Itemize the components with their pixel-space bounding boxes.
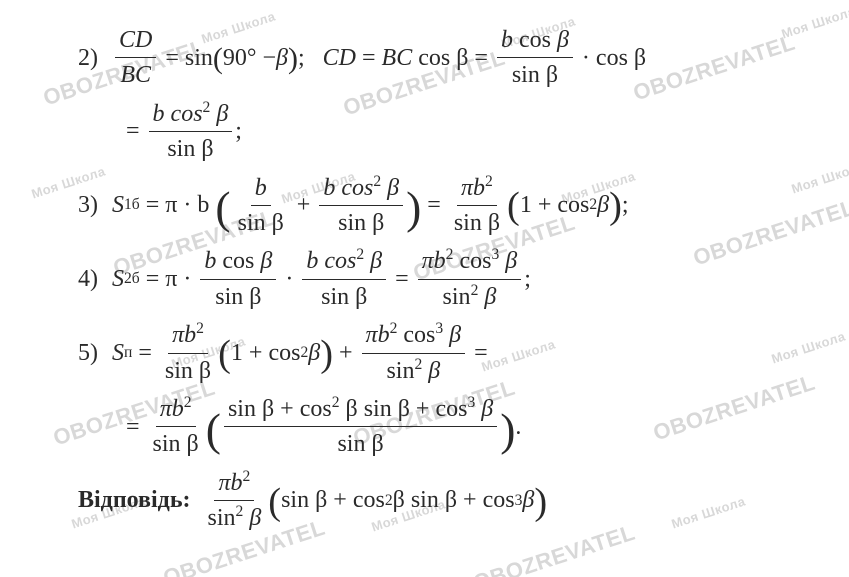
dot: · <box>582 42 590 74</box>
step-4: 4) S2б = π · b cos β sin β · b cos2 β si… <box>78 245 809 313</box>
eq: = <box>138 337 152 369</box>
step-number: 2) <box>78 42 112 74</box>
inner: 1 + cos <box>231 337 301 369</box>
frac-pib2-sinb: πb2 sin β <box>149 393 203 461</box>
frac-pib2cos3b-sin2b: πb2 cos3 β sin2 β <box>418 245 522 313</box>
angle: 90° − <box>223 42 276 74</box>
eq-pi: = π · <box>146 263 192 295</box>
frac-pib2cos3b-sin2b: πb2 cos3 β sin2 β <box>362 319 466 387</box>
period: . <box>515 411 521 443</box>
cos-beta: cos β <box>418 42 468 74</box>
plus: + <box>339 337 353 369</box>
var-s: S <box>112 337 124 369</box>
dot: · <box>285 263 293 295</box>
step-number: 3) <box>78 189 112 221</box>
eq-pi-b: = π · b <box>146 189 210 221</box>
semicolon: ; <box>622 189 629 221</box>
eq: = <box>395 263 409 295</box>
step-2: 2) CD BC = sin ( 90° − β ) ; CD = BC cos… <box>78 24 809 92</box>
plus: + <box>297 189 311 221</box>
frac-b-sinb: b sin β <box>234 172 288 240</box>
step-3: 3) S1б = π · b ( b sin β + b cos2 β sin … <box>78 172 809 240</box>
frac-bcos2b-sinb: b cos2 β sin β <box>302 245 386 313</box>
text: = sin <box>165 42 213 74</box>
frac-pib2-sinb: πb2 sin β <box>450 172 504 240</box>
eq: = <box>126 411 140 443</box>
inner: 1 + cos <box>520 189 590 221</box>
frac-bcosb-sinb: b cos β sin β <box>200 245 276 313</box>
step-5-cont: = πb2 sin β ( sin β + cos2 β sin β + cos… <box>78 393 809 461</box>
var-s: S <box>112 263 124 295</box>
big-frac: sin β + cos2 β sin β + cos3 β sin β <box>224 393 497 461</box>
frac-cd-bc: CD BC <box>115 24 156 92</box>
var-bc: BC <box>382 42 413 74</box>
step-number: 5) <box>78 337 112 369</box>
math-content: 2) CD BC = sin ( 90° − β ) ; CD = BC cos… <box>0 0 849 550</box>
eq: = <box>474 42 488 74</box>
answer-row: Відповідь: πb2 sin2 β ( sin β + cos2 β s… <box>78 467 809 535</box>
var-s: S <box>112 189 124 221</box>
semicolon: ; <box>235 115 242 147</box>
eq: = <box>362 42 376 74</box>
frac-pib2-sin2b: πb2 sin2 β <box>204 467 266 535</box>
step-5: 5) Sп = πb2 sin β ( 1 + cos2 β ) + πb2 c… <box>78 319 809 387</box>
frac-bcosb-sinb: b cos β sin β <box>497 24 573 92</box>
inner: sin β + cos <box>281 484 385 516</box>
answer-label: Відповідь: <box>78 484 191 516</box>
eq: = <box>427 189 441 221</box>
step-2-cont: = b cos2 β sin β ; <box>78 98 809 166</box>
eq: = <box>126 115 140 147</box>
cos-beta: cos β <box>596 42 646 74</box>
eq: = <box>474 337 488 369</box>
var-cd: CD <box>323 42 356 74</box>
frac-bcos2b-sinb: b cos2 β sin β <box>149 98 233 166</box>
semicolon: ; <box>298 42 305 74</box>
step-number: 4) <box>78 263 112 295</box>
beta: β <box>276 42 288 74</box>
frac-bcos2b-sinb: b cos2 β sin β <box>319 172 403 240</box>
frac-pib2-sinb: πb2 sin β <box>161 319 215 387</box>
semicolon: ; <box>524 263 531 295</box>
